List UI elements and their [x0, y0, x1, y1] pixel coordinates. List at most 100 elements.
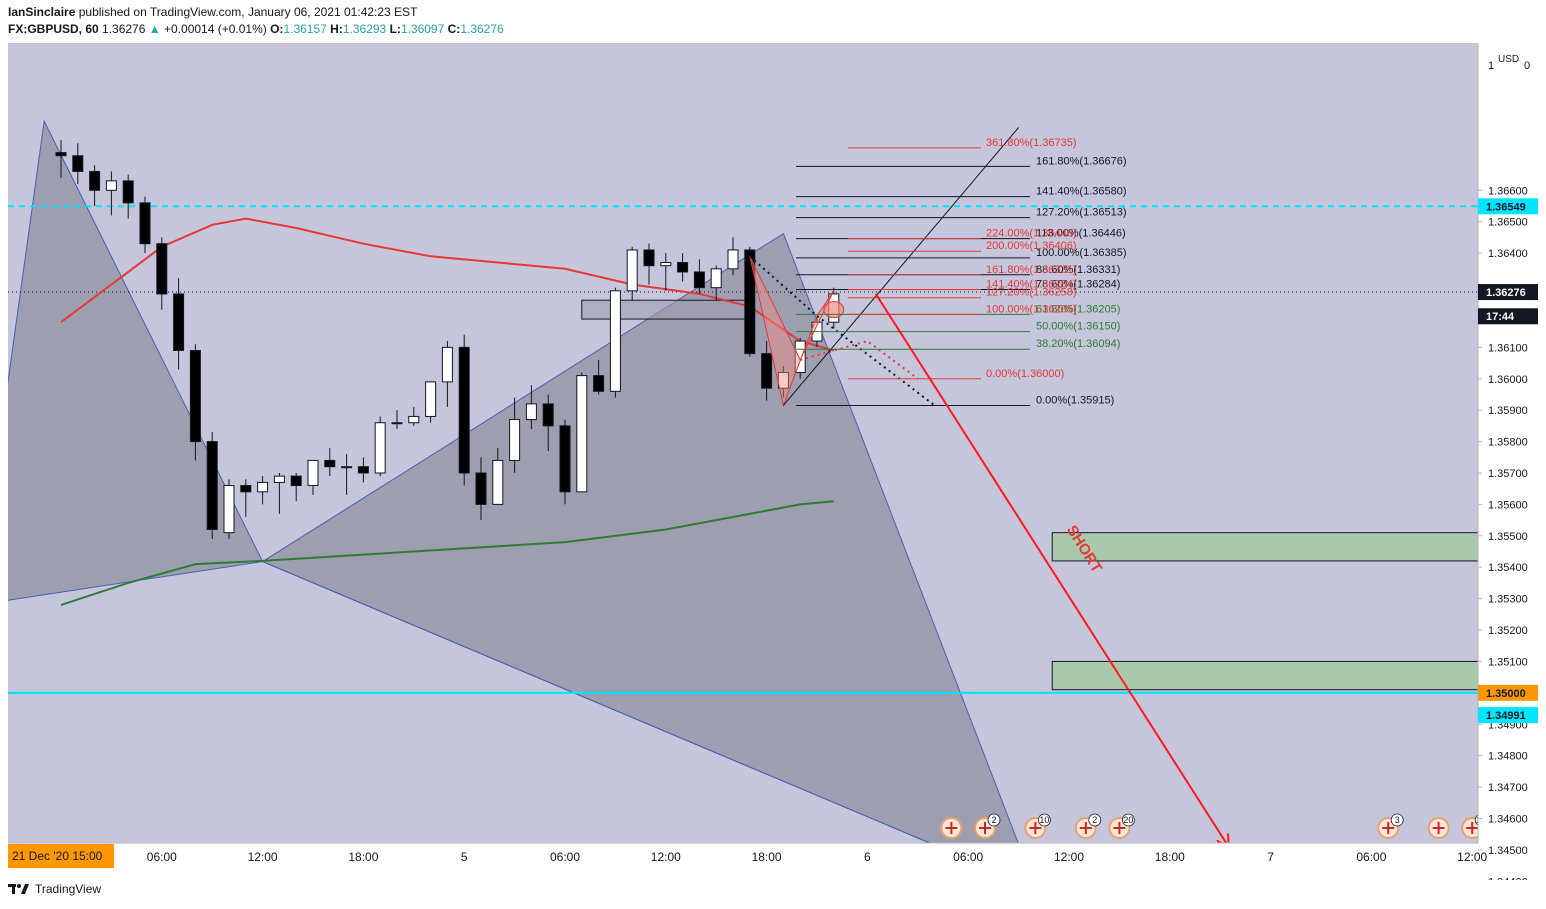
event-count-badge: [987, 813, 1001, 827]
economic-event[interactable]: 20: [1108, 813, 1135, 839]
economic-event[interactable]: 10: [1024, 813, 1051, 839]
price-badge-label: 1.36549: [1486, 201, 1526, 213]
candle[interactable]: [593, 359, 605, 395]
candle[interactable]: [626, 246, 638, 301]
candle[interactable]: [492, 447, 504, 505]
candle[interactable]: [341, 454, 353, 495]
economic-event[interactable]: 3: [1377, 813, 1404, 839]
price-badge-label: 1.36276: [1486, 287, 1526, 299]
candle[interactable]: [576, 372, 588, 493]
candle[interactable]: [542, 394, 554, 451]
candle[interactable]: [290, 472, 302, 502]
fib-black-level-label: 113.00%(1.36446): [1036, 228, 1126, 240]
candle[interactable]: [425, 381, 437, 423]
candle[interactable]: [273, 472, 285, 514]
plot-area[interactable]: 161.80%(1.36676) 141.40%(1.36580) 127.20%(…: [0, 119, 1538, 880]
candle[interactable]: [374, 416, 386, 477]
price-badge[interactable]: [1478, 198, 1538, 215]
candle[interactable]: [173, 278, 185, 370]
candle[interactable]: [794, 337, 806, 379]
price-tick-label: 1.35700: [1488, 468, 1528, 480]
harmonic-leg-xa: [8, 119, 264, 601]
candle[interactable]: [677, 253, 689, 282]
candle[interactable]: [89, 165, 101, 206]
economic-event[interactable]: [1427, 817, 1450, 839]
candle[interactable]: [139, 196, 151, 254]
candle-body: [105, 180, 117, 191]
short-arrow: [874, 293, 1229, 843]
footer-brand[interactable]: TradingView: [35, 882, 102, 896]
high-label: H:: [330, 22, 343, 36]
candle[interactable]: [408, 407, 420, 426]
time-tick-label: 5: [461, 850, 468, 864]
candle[interactable]: [257, 476, 269, 505]
candle[interactable]: [727, 237, 739, 276]
small-pattern-shape: [749, 256, 835, 408]
candle[interactable]: [105, 171, 117, 216]
candle-body: [727, 249, 739, 270]
candle[interactable]: [744, 246, 756, 357]
fib-black-level-label: 127.20%(1.36513): [1036, 207, 1127, 219]
candle[interactable]: [441, 341, 453, 408]
candle[interactable]: [240, 479, 252, 517]
candle-body: [744, 249, 756, 355]
fib-red-level-label: 361.80%(1.36735): [986, 137, 1077, 149]
economic-event[interactable]: [940, 817, 963, 839]
candle-body: [257, 481, 269, 493]
candle-body: [509, 419, 521, 461]
candle[interactable]: [72, 143, 84, 185]
candle[interactable]: [55, 140, 67, 178]
candle[interactable]: [475, 457, 487, 521]
price-chart[interactable]: 161.80%(1.36676) 141.40%(1.36580) 127.20%(…: [0, 0, 1546, 880]
candle[interactable]: [391, 410, 403, 430]
candle[interactable]: [223, 479, 235, 539]
candle[interactable]: [357, 457, 369, 483]
candle[interactable]: [777, 366, 789, 398]
time-cursor-badge[interactable]: [8, 844, 114, 868]
economic-event[interactable]: 2: [974, 813, 1001, 839]
candle[interactable]: [559, 419, 571, 505]
candle-body: [341, 466, 353, 469]
candle-body: [710, 268, 722, 289]
candle[interactable]: [122, 174, 134, 219]
candle[interactable]: [206, 432, 218, 539]
price-badge[interactable]: [1478, 684, 1538, 701]
time-tick-label: 12:00: [248, 850, 278, 864]
candle[interactable]: [643, 243, 655, 285]
candle[interactable]: [609, 287, 621, 398]
price-tick-label: 1.34600: [1488, 813, 1528, 825]
candle[interactable]: [761, 341, 773, 401]
time-cursor-label: 21 Dec '20 15:00: [12, 849, 103, 863]
event-count: 4: [1529, 815, 1534, 825]
flag-cross-icon: [1029, 822, 1042, 834]
candle[interactable]: [509, 397, 521, 473]
symbol-label[interactable]: FX:GBPUSD, 60: [8, 22, 99, 36]
event-count-badge: [1122, 813, 1135, 827]
event-count: 29: [1476, 815, 1486, 825]
candle[interactable]: [660, 253, 672, 291]
author-name[interactable]: IanSinclaire: [8, 5, 76, 19]
price-badge-label: 17:44: [1486, 311, 1515, 323]
candle[interactable]: [189, 344, 201, 461]
price-axis-top-label: 1: [1488, 60, 1494, 72]
tradingview-logo-icon[interactable]: [8, 882, 30, 896]
candle[interactable]: [710, 265, 722, 301]
candle[interactable]: [324, 447, 336, 477]
candle-body: [660, 262, 672, 267]
candle[interactable]: [525, 385, 537, 430]
candle[interactable]: [307, 459, 319, 495]
price-tick-label: 1.36400: [1488, 248, 1528, 260]
price-badge[interactable]: [1478, 308, 1538, 325]
zone-box-1: [581, 299, 751, 320]
price-badge[interactable]: [1478, 284, 1538, 301]
economic-event[interactable]: 29: [1461, 814, 1487, 839]
fib-black-level-label: 100.00%(1.36385): [1036, 247, 1127, 259]
candle-body: [374, 422, 386, 474]
candle[interactable]: [458, 334, 470, 486]
fib-red-level-label: 161.80%(1.36331): [986, 264, 1077, 276]
fib-green-level-label: 50.00%(1.36150): [1036, 321, 1120, 333]
economic-event[interactable]: 2: [1074, 813, 1102, 839]
candle[interactable]: [156, 237, 168, 310]
candle[interactable]: [693, 259, 705, 294]
price-badge[interactable]: [1478, 707, 1538, 724]
